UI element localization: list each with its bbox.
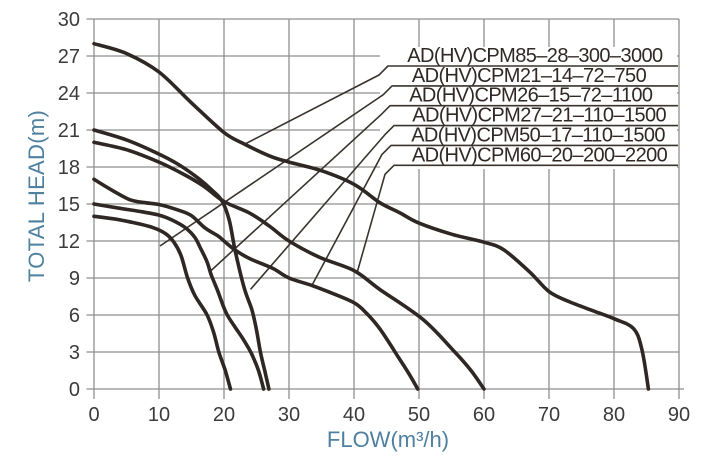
svg-text:18: 18 <box>58 157 80 179</box>
svg-text:FLOW(m³/h): FLOW(m³/h) <box>327 427 449 452</box>
svg-text:AD(HV)CPM21–14–72–750: AD(HV)CPM21–14–72–750 <box>412 65 647 87</box>
svg-text:AD(HV)CPM27–21–110–1500: AD(HV)CPM27–21–110–1500 <box>412 105 666 127</box>
svg-text:15: 15 <box>58 194 80 216</box>
svg-text:27: 27 <box>58 46 80 68</box>
svg-text:70: 70 <box>538 404 560 426</box>
svg-text:21: 21 <box>58 120 80 142</box>
svg-text:TOTAL HEAD(m): TOTAL HEAD(m) <box>24 110 49 282</box>
svg-text:80: 80 <box>603 404 625 426</box>
svg-text:9: 9 <box>69 268 80 290</box>
svg-text:AD(HV)CPM60–20–200–2200: AD(HV)CPM60–20–200–2200 <box>412 144 668 166</box>
svg-text:6: 6 <box>69 305 80 327</box>
svg-text:0: 0 <box>88 404 99 426</box>
svg-text:50: 50 <box>408 404 430 426</box>
svg-text:AD(HV)CPM26–15–72–1100: AD(HV)CPM26–15–72–1100 <box>409 85 653 107</box>
svg-text:90: 90 <box>668 404 690 426</box>
svg-text:20: 20 <box>213 404 235 426</box>
svg-text:0: 0 <box>69 379 80 401</box>
svg-text:10: 10 <box>148 404 170 426</box>
svg-text:60: 60 <box>473 404 495 426</box>
svg-text:AD(HV)CPM50–17–110–1500: AD(HV)CPM50–17–110–1500 <box>411 124 665 146</box>
svg-text:AD(HV)CPM85–28–300–3000: AD(HV)CPM85–28–300–3000 <box>407 45 663 67</box>
svg-text:40: 40 <box>343 404 365 426</box>
svg-text:3: 3 <box>69 342 80 364</box>
svg-text:30: 30 <box>278 404 300 426</box>
svg-text:12: 12 <box>58 231 80 253</box>
svg-text:24: 24 <box>58 83 80 105</box>
svg-text:30: 30 <box>58 9 80 31</box>
